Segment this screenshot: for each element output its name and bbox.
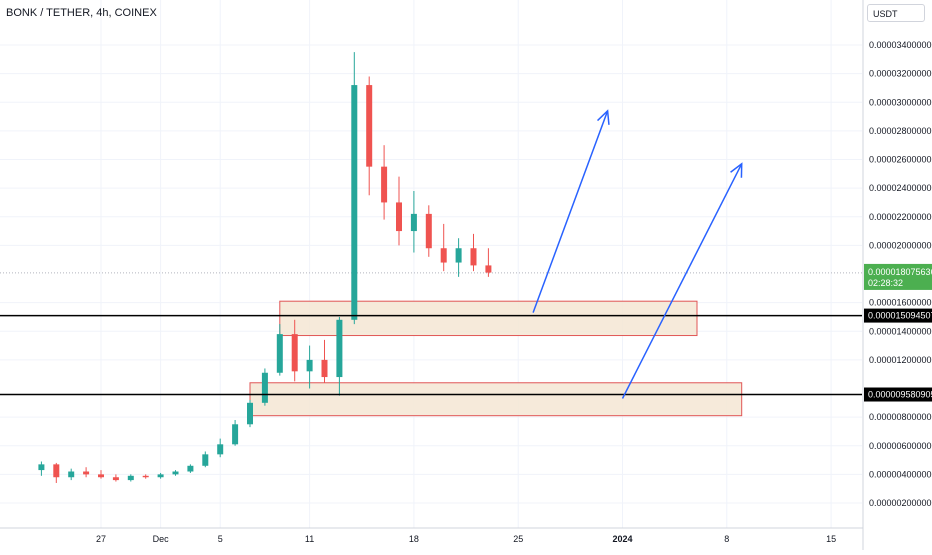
candle-body — [396, 202, 402, 232]
y-tick-label: 0.000034000000 — [869, 40, 932, 50]
candle-body — [202, 454, 209, 466]
candle-body — [425, 213, 432, 249]
candle-body — [83, 471, 90, 475]
projection-arrow — [532, 110, 609, 313]
candle-body — [127, 475, 134, 481]
candle-body — [366, 85, 373, 167]
x-tick-label: 27 — [96, 534, 106, 544]
y-tick-label: 0.000004000000 — [869, 469, 932, 479]
x-tick-label: 18 — [409, 534, 419, 544]
candle-body — [351, 85, 358, 320]
current-price-tag — [864, 263, 932, 290]
x-tick-label: 11 — [305, 534, 314, 544]
candle-body — [485, 265, 492, 273]
x-tick-label: Dec — [153, 534, 170, 544]
level-price-label: 0.000009580905 — [868, 390, 932, 400]
candle-body — [381, 166, 388, 203]
candle-body — [261, 372, 268, 403]
arrow-head — [597, 109, 610, 125]
support-zone — [279, 300, 698, 337]
level-price-label: 0.000015094507 — [868, 311, 932, 321]
x-tick-label: 25 — [513, 534, 523, 544]
candle-body — [336, 319, 343, 378]
candle-body — [321, 359, 328, 378]
y-tick-label: 0.000022000000 — [869, 212, 932, 222]
y-tick-label: 0.000026000000 — [869, 155, 932, 165]
candle-body — [470, 248, 477, 266]
candle-body — [112, 477, 119, 481]
candle-body — [98, 474, 104, 478]
candle-body — [276, 334, 283, 373]
candle-body — [440, 248, 447, 263]
candle-body — [217, 444, 224, 455]
y-tick-label: 0.000016000000 — [869, 298, 932, 308]
candle-body — [187, 465, 194, 472]
y-tick-label: 0.000028000000 — [869, 126, 932, 136]
projection-arrow — [621, 163, 743, 399]
support-zone — [249, 382, 743, 417]
candle-body — [68, 471, 75, 478]
y-tick-label: 0.000014000000 — [869, 326, 932, 336]
y-tick-label: 0.000006000000 — [869, 441, 932, 451]
symbol-title: BONK / TETHER, 4h, COINEX — [6, 7, 157, 19]
candle-body — [291, 334, 298, 372]
x-tick-label: 5 — [218, 534, 223, 544]
candle-body — [53, 464, 60, 478]
y-tick-label: 0.000024000000 — [869, 183, 932, 193]
arrow-head — [730, 162, 743, 178]
candle-body — [455, 248, 462, 263]
x-tick-label: 2024 — [612, 534, 632, 544]
level-price-tag — [864, 387, 932, 402]
candle-body — [172, 471, 179, 475]
candle-body — [38, 464, 45, 471]
candle-body — [410, 213, 417, 232]
countdown-label: 02:28:32 — [868, 278, 903, 288]
candle-body — [306, 359, 313, 372]
y-tick-label: 0.000030000000 — [869, 97, 932, 107]
current-price-label: 0.000018075636 — [868, 267, 932, 277]
candle-body — [142, 475, 149, 478]
x-tick-label: 8 — [724, 534, 729, 544]
level-price-tag — [864, 308, 932, 323]
candle-body — [157, 474, 164, 478]
candle-body — [232, 424, 239, 445]
candle-body — [247, 402, 253, 425]
y-tick-label: 0.000020000000 — [869, 240, 932, 250]
y-tick-label: 0.000008000000 — [869, 412, 932, 422]
y-tick-label: 0.000032000000 — [869, 69, 932, 79]
x-tick-label: 15 — [826, 534, 836, 544]
y-tick-label: 0.000012000000 — [869, 355, 932, 365]
y-tick-label: 0.000002000000 — [869, 498, 932, 508]
currency-selector[interactable]: USDT — [867, 4, 925, 22]
